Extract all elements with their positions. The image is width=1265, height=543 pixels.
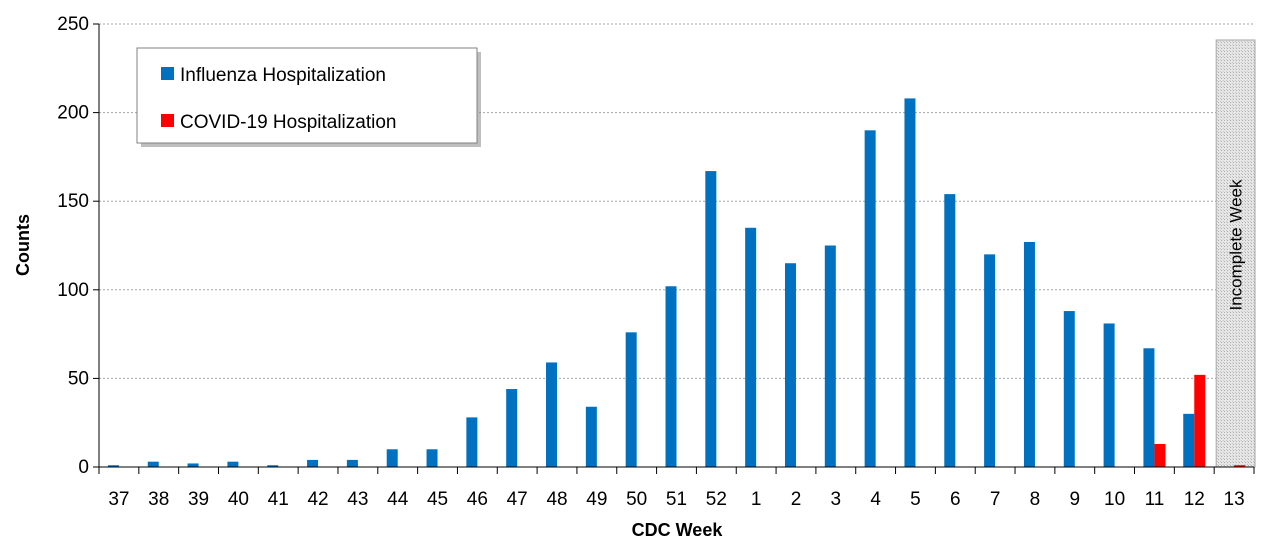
x-tick-label-44: 44: [387, 489, 409, 510]
x-tick-label-46: 46: [467, 489, 488, 510]
x-tick-label-42: 42: [307, 489, 328, 510]
x-tick-label-47: 47: [507, 489, 528, 510]
x-tick-label-37: 37: [108, 489, 129, 510]
x-tick-label-6: 6: [950, 489, 961, 510]
bar-influenza-week-49: [585, 406, 597, 467]
axes: [93, 23, 1255, 474]
bar-influenza-week-37: [107, 465, 119, 467]
bar-influenza-week-1: [745, 227, 757, 467]
bar-influenza-week-44: [386, 449, 398, 467]
x-tick-labels: 37 38 39 40 41 42 43 44 45 46 47 48 49 50 51 52 1 2 3 4 5 6 7 8…: [108, 489, 1244, 510]
bar-influenza-week-48: [546, 362, 558, 467]
x-tick-label-8: 8: [1030, 489, 1041, 510]
bar-influenza-week-9: [1063, 311, 1075, 467]
bar-influenza-week-38: [147, 461, 159, 467]
bar-influenza-week-11: [1143, 348, 1155, 467]
x-tick-label-52: 52: [706, 489, 727, 510]
bar-covid-week-11: [1154, 443, 1166, 467]
x-tick-label-39: 39: [188, 489, 209, 510]
y-tick-label-150: 150: [57, 191, 89, 212]
y-tick-label-50: 50: [68, 368, 89, 389]
y-tick-label-200: 200: [57, 103, 89, 124]
x-tick-label-45: 45: [427, 489, 448, 510]
bars: [107, 98, 1246, 468]
bar-influenza-week-40: [227, 461, 239, 467]
x-tick-label-38: 38: [148, 489, 169, 510]
bar-influenza-week-6: [944, 194, 956, 467]
bar-influenza-week-10: [1103, 323, 1115, 467]
x-tick-label-4: 4: [870, 489, 881, 510]
legend-swatch-influenza: [161, 67, 174, 80]
x-tick-label-48: 48: [546, 489, 567, 510]
x-tick-label-12: 12: [1184, 489, 1205, 510]
x-tick-label-50: 50: [626, 489, 647, 510]
y-tick-label-0: 0: [78, 457, 89, 478]
incomplete-week-band: [1215, 39, 1256, 468]
x-tick-label-11: 11: [1145, 489, 1165, 510]
x-tick-label-3: 3: [831, 489, 842, 510]
incomplete-week-annotation: Incomplete Week: [1215, 39, 1256, 468]
bar-influenza-week-50: [625, 332, 637, 467]
bar-influenza-week-43: [346, 459, 358, 467]
y-tick-label-100: 100: [57, 280, 89, 301]
x-tick-label-51: 51: [666, 489, 687, 510]
bar-influenza-week-42: [307, 459, 319, 467]
x-tick-label-7: 7: [990, 489, 1001, 510]
x-axis-title: CDC Week: [632, 520, 724, 540]
legend-label-covid: COVID-19 Hospitalization: [180, 112, 396, 133]
bar-covid-week-13: [1234, 465, 1246, 467]
legend-swatch-covid: [161, 114, 174, 127]
x-tick-label-13: 13: [1224, 489, 1245, 510]
bar-influenza-week-12: [1183, 413, 1195, 467]
bar-influenza-week-7: [984, 254, 996, 467]
bar-influenza-week-46: [466, 417, 478, 467]
x-tick-label-9: 9: [1069, 489, 1080, 510]
bar-influenza-week-52: [705, 171, 717, 468]
bar-influenza-week-41: [267, 465, 279, 467]
legend-box: [136, 47, 478, 144]
x-tick-label-49: 49: [586, 489, 607, 510]
bar-influenza-week-51: [665, 286, 677, 467]
bar-influenza-week-2: [784, 263, 796, 467]
legend: Influenza Hospitalization COVID-19 Hospi…: [136, 47, 481, 147]
y-axis-title: Counts: [13, 214, 33, 276]
x-tick-label-5: 5: [910, 489, 921, 510]
bar-influenza-week-47: [506, 389, 518, 467]
bar-covid-week-12: [1194, 374, 1206, 467]
x-tick-label-41: 41: [268, 489, 289, 510]
bar-influenza-week-4: [864, 130, 876, 467]
bar-influenza-week-3: [824, 245, 836, 467]
x-tick-label-2: 2: [791, 489, 802, 510]
y-tick-labels: 0 50 100 150 200 250: [57, 14, 89, 478]
bar-influenza-week-45: [426, 449, 438, 467]
incomplete-week-label: Incomplete Week: [1227, 179, 1246, 311]
legend-label-influenza: Influenza Hospitalization: [180, 65, 386, 86]
x-tick-label-10: 10: [1104, 489, 1125, 510]
bar-influenza-week-39: [187, 463, 199, 467]
x-tick-label-40: 40: [228, 489, 249, 510]
bar-influenza-week-5: [904, 98, 916, 467]
x-tick-label-43: 43: [347, 489, 368, 510]
y-tick-label-250: 250: [57, 14, 89, 35]
x-tick-label-1: 1: [751, 489, 762, 510]
bar-influenza-week-8: [1023, 241, 1035, 467]
